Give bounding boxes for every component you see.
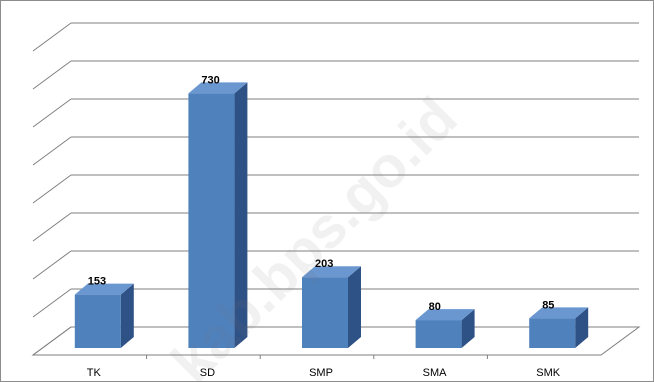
bar-smk (529, 307, 589, 348)
data-labels: 153 730 203 80 85 (88, 74, 555, 313)
side-wall-gridline (32, 136, 72, 166)
bar-side-face (575, 307, 589, 348)
side-wall-gridline (32, 98, 72, 128)
bar-top-face (529, 307, 589, 319)
bar-top-face (415, 309, 475, 321)
data-label-smp: 203 (315, 258, 333, 270)
x-tick-label-smp: SMP (309, 367, 333, 379)
side-wall-gridline (32, 60, 72, 90)
data-label-smk: 85 (542, 299, 554, 311)
bar-tk (74, 283, 134, 348)
data-label-sma: 80 (429, 301, 441, 313)
bars (74, 82, 589, 348)
bar-side-face (348, 266, 361, 348)
gridlines (31, 22, 641, 359)
bar-front-face (302, 277, 348, 348)
side-wall-gridline (32, 174, 72, 204)
x-tick-label-sma: SMA (423, 367, 448, 379)
bar-front-face (74, 294, 121, 348)
bar-top-face (302, 266, 361, 278)
bar-sd (188, 82, 248, 348)
side-wall-gridline (32, 212, 72, 242)
bar-front-face (529, 318, 576, 348)
data-label-sd: 730 (201, 74, 219, 86)
bar-sma (415, 309, 475, 348)
x-tick-label-sd: SD (200, 367, 215, 379)
bar-side-face (234, 82, 248, 348)
x-tick-label-smk: SMK (536, 367, 561, 379)
bar-side-face (120, 283, 134, 348)
x-tick-label-tk: TK (87, 367, 102, 379)
side-wall-gridline (32, 22, 72, 52)
bar-front-face (188, 93, 235, 348)
bar-side-face (461, 309, 475, 348)
data-label-tk: 153 (88, 276, 106, 288)
bar-smp (302, 266, 361, 348)
side-wall-gridline (32, 288, 72, 318)
side-wall-gridline (32, 250, 72, 280)
side-wall-gridline (32, 326, 72, 356)
bar-front-face (415, 320, 462, 348)
x-tick-labels: TK SD SMP SMA SMK (87, 367, 561, 379)
bar-top-face (188, 82, 248, 94)
bar-top-face (74, 283, 134, 295)
